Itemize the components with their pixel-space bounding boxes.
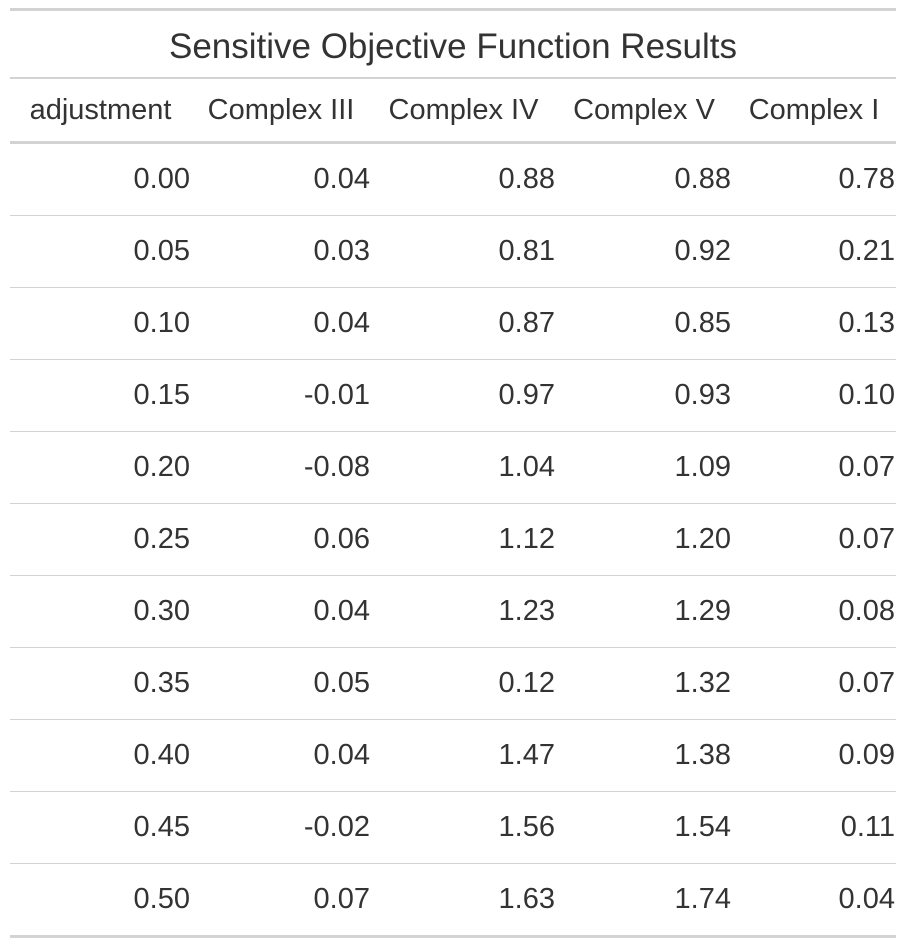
table-cell: 0.10 <box>732 359 896 432</box>
table-row: 0.25 0.06 1.12 1.20 0.07 <box>10 503 896 576</box>
table-cell: 0.13 <box>732 287 896 360</box>
table-body: 0.00 0.04 0.88 0.88 0.78 0.05 0.03 0.81 0.92 0.21… <box>10 142 896 938</box>
table-cell: 0.09 <box>732 719 896 792</box>
column-header-complex-v: Complex V <box>556 79 732 144</box>
table-cell: 0.11 <box>732 791 896 864</box>
column-header-complex-i: Complex I <box>732 79 896 144</box>
table-cell: 0.00 <box>10 142 191 216</box>
table-cell: -0.08 <box>191 431 371 504</box>
table-cell: 0.40 <box>10 719 191 792</box>
table-cell: 0.07 <box>732 431 896 504</box>
header-row: adjustment Complex III Complex IV Comple… <box>10 79 896 144</box>
table-cell: 1.74 <box>556 863 732 938</box>
table-row: 0.10 0.04 0.87 0.85 0.13 <box>10 287 896 360</box>
table-cell: 0.05 <box>191 647 371 720</box>
table-cell: 1.04 <box>371 431 556 504</box>
table-row: 0.15 -0.01 0.97 0.93 0.10 <box>10 359 896 432</box>
table-cell: -0.01 <box>191 359 371 432</box>
table-cell: 1.12 <box>371 503 556 576</box>
column-header-adjustment: adjustment <box>10 79 191 144</box>
results-table: adjustment Complex III Complex IV Comple… <box>10 79 896 938</box>
table-cell: 0.03 <box>191 215 371 288</box>
table-cell: 0.04 <box>191 287 371 360</box>
table-cell: 1.38 <box>556 719 732 792</box>
table-cell: 0.07 <box>732 647 896 720</box>
table-cell: 0.05 <box>10 215 191 288</box>
table-cell: 0.87 <box>371 287 556 360</box>
table-cell: 0.93 <box>556 359 732 432</box>
table-row: 0.45 -0.02 1.56 1.54 0.11 <box>10 791 896 864</box>
table-cell: 1.32 <box>556 647 732 720</box>
table-cell: 0.20 <box>10 431 191 504</box>
table-cell: 0.85 <box>556 287 732 360</box>
table-cell: 0.97 <box>371 359 556 432</box>
table-cell: 0.12 <box>371 647 556 720</box>
table-cell: 0.10 <box>10 287 191 360</box>
table-cell: 0.78 <box>732 142 896 216</box>
table-cell: 0.81 <box>371 215 556 288</box>
table-row: 0.50 0.07 1.63 1.74 0.04 <box>10 863 896 938</box>
table-cell: 0.15 <box>10 359 191 432</box>
table-cell: 1.29 <box>556 575 732 648</box>
table-cell: 0.07 <box>732 503 896 576</box>
table-cell: -0.02 <box>191 791 371 864</box>
table-cell: 0.30 <box>10 575 191 648</box>
table-cell: 0.88 <box>371 142 556 216</box>
table-cell: 1.56 <box>371 791 556 864</box>
table-cell: 1.09 <box>556 431 732 504</box>
table-cell: 0.06 <box>191 503 371 576</box>
top-rule <box>10 8 896 11</box>
table-cell: 0.04 <box>191 719 371 792</box>
table-row: 0.20 -0.08 1.04 1.09 0.07 <box>10 431 896 504</box>
table-row: 0.30 0.04 1.23 1.29 0.08 <box>10 575 896 648</box>
column-header-complex-iii: Complex III <box>191 79 371 144</box>
column-header-complex-iv: Complex IV <box>371 79 556 144</box>
table-cell: 0.50 <box>10 863 191 938</box>
table-title: Sensitive Objective Function Results <box>10 11 896 79</box>
table-cell: 0.04 <box>191 575 371 648</box>
table-row: 0.35 0.05 0.12 1.32 0.07 <box>10 647 896 720</box>
results-table-container: Sensitive Objective Function Results adj… <box>10 8 896 938</box>
table-cell: 1.63 <box>371 863 556 938</box>
table-row: 0.00 0.04 0.88 0.88 0.78 <box>10 142 896 216</box>
table-cell: 1.23 <box>371 575 556 648</box>
table-cell: 1.54 <box>556 791 732 864</box>
table-cell: 0.45 <box>10 791 191 864</box>
table-cell: 0.04 <box>732 863 896 938</box>
table-cell: 0.35 <box>10 647 191 720</box>
table-row: 0.05 0.03 0.81 0.92 0.21 <box>10 215 896 288</box>
table-cell: 1.47 <box>371 719 556 792</box>
table-cell: 1.20 <box>556 503 732 576</box>
table-cell: 0.21 <box>732 215 896 288</box>
table-row: 0.40 0.04 1.47 1.38 0.09 <box>10 719 896 792</box>
table-cell: 0.07 <box>191 863 371 938</box>
table-cell: 0.25 <box>10 503 191 576</box>
table-cell: 0.08 <box>732 575 896 648</box>
table-cell: 0.88 <box>556 142 732 216</box>
table-cell: 0.92 <box>556 215 732 288</box>
table-cell: 0.04 <box>191 142 371 216</box>
